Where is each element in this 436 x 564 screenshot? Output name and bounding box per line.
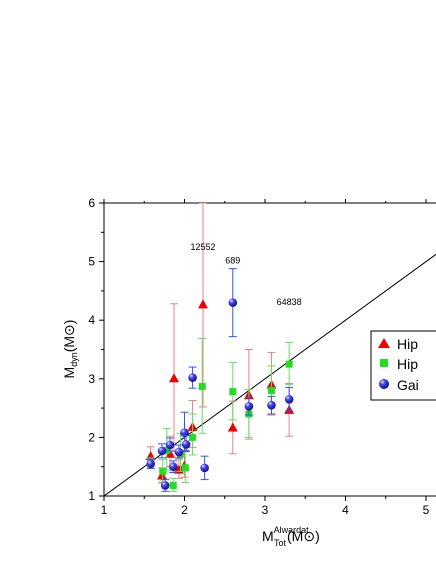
point-square xyxy=(198,382,206,390)
point-square xyxy=(229,388,237,396)
point-sphere xyxy=(181,440,191,449)
axes-frame xyxy=(99,199,436,501)
series-triangle xyxy=(145,203,295,484)
y-tick-label: 4 xyxy=(88,313,95,327)
y-tick-label: 5 xyxy=(88,255,95,269)
point-square xyxy=(285,360,293,368)
y-tick-label: 6 xyxy=(88,196,95,210)
reference-line xyxy=(104,253,436,496)
legend-label-gai: Gai xyxy=(397,377,419,393)
x-tick-label: 5 xyxy=(423,503,430,517)
x-tick-label: 3 xyxy=(262,503,269,517)
data-points xyxy=(145,203,295,492)
point-square xyxy=(181,464,189,472)
annotation-label: 689 xyxy=(225,255,240,265)
annotation-label: 12552 xyxy=(190,242,215,252)
point-sphere xyxy=(146,459,155,469)
point-square xyxy=(159,467,167,475)
annotation-label: 64838 xyxy=(277,297,302,307)
point-triangle xyxy=(169,373,180,383)
point-sphere xyxy=(168,462,178,472)
point-sphere xyxy=(160,481,170,490)
y-tick-label: 2 xyxy=(88,430,95,444)
point-sphere xyxy=(157,446,167,456)
x-axis-title-sup: Alwardat xyxy=(274,525,310,535)
legend-marker-sphere xyxy=(379,379,389,389)
series-sphere xyxy=(146,268,294,492)
point-sphere xyxy=(188,373,197,382)
point-triangle xyxy=(198,299,209,309)
point-triangle xyxy=(156,470,167,480)
point-triangle xyxy=(227,422,238,432)
point-sphere xyxy=(165,440,175,450)
point-sphere xyxy=(174,447,184,457)
y-axis-title-unit: (M⊙) xyxy=(61,320,77,353)
annotations: 12552 689 64838 xyxy=(190,242,301,307)
one-to-one-line xyxy=(104,253,436,496)
legend-marker-triangle xyxy=(378,338,390,348)
tick-labels: 1 2 3 4 5 1 2 3 4 5 6 xyxy=(88,196,429,517)
point-sphere xyxy=(200,463,209,473)
point-sphere xyxy=(244,402,254,411)
x-axis-title: MAlwardat Tot(M⊙) xyxy=(262,525,320,548)
x-tick-label: 1 xyxy=(101,503,108,517)
y-axis-title: Mdyn(M⊙) xyxy=(61,320,79,379)
point-sphere xyxy=(267,400,276,410)
x-tick-label: 2 xyxy=(181,503,188,517)
y-axis-title-main: M xyxy=(61,367,77,379)
point-sphere xyxy=(228,298,238,307)
point-square xyxy=(267,387,275,395)
y-tick-label: 1 xyxy=(88,489,95,503)
legend: Hip Hip Gai xyxy=(370,330,436,401)
point-square xyxy=(189,433,197,441)
legend-label-hip-1: Hip xyxy=(397,336,418,352)
legend-label-hip-2: Hip xyxy=(397,356,418,372)
y-axis-title-sub: dyn xyxy=(69,352,79,367)
x-axis-title-sub: Tot xyxy=(274,538,287,548)
y-tick-label: 3 xyxy=(88,372,95,386)
x-axis-title-main: M xyxy=(262,528,274,544)
point-sphere xyxy=(284,395,294,404)
point-square xyxy=(169,481,177,489)
legend-marker-square xyxy=(380,359,388,367)
x-tick-label: 4 xyxy=(342,503,349,517)
point-square xyxy=(163,446,171,454)
x-axis-title-unit: (M⊙) xyxy=(287,528,320,544)
point-sphere xyxy=(180,428,189,438)
